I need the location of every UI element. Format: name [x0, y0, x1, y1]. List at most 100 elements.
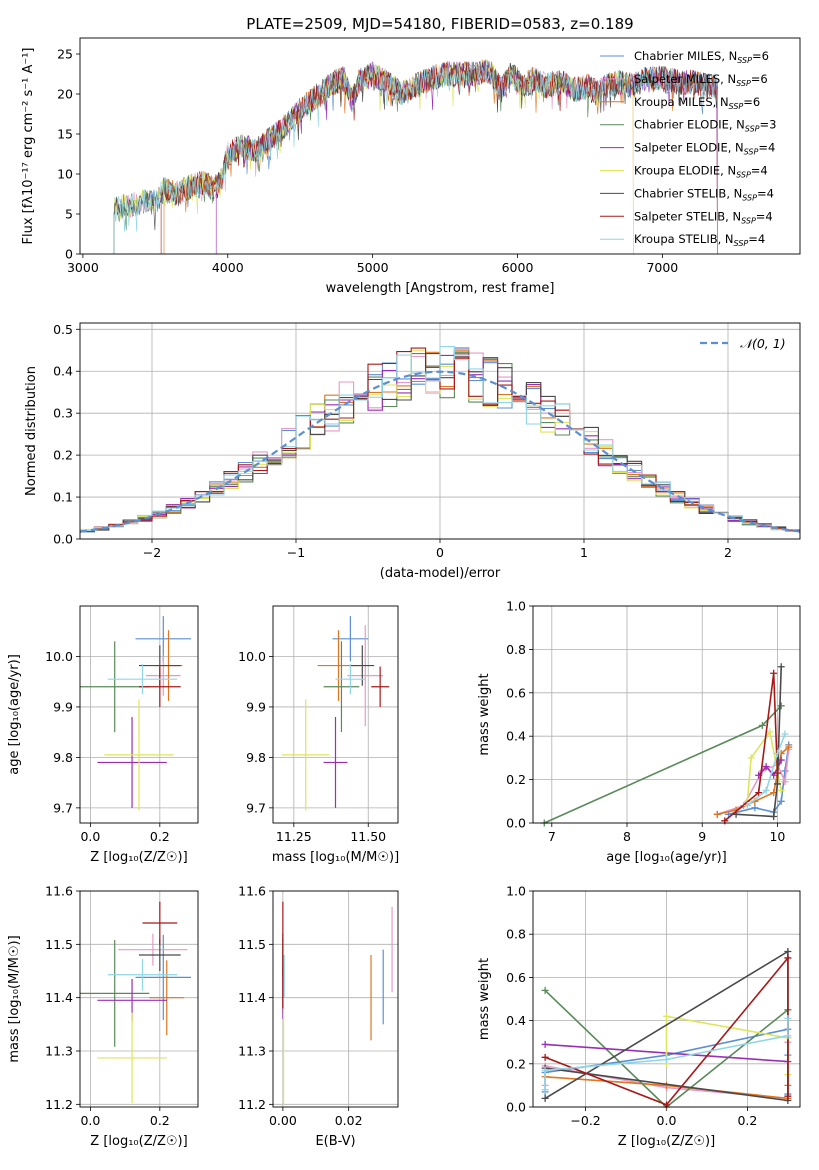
plus-marker — [773, 750, 781, 758]
weight_vs_age-ylabel: mass weight — [477, 673, 492, 755]
y-tick-label: 25 — [57, 47, 73, 62]
legend-label: Chabrier ELODIE, NSSP=3 — [634, 118, 776, 134]
x-tick-label: 0.0 — [657, 1113, 677, 1128]
errorbar-point — [323, 641, 360, 733]
y-tick-label: 9.7 — [246, 800, 266, 815]
plus-marker — [747, 754, 755, 762]
plus-marker — [784, 1014, 792, 1022]
weight-line — [728, 744, 790, 816]
weight_vs_Z-series — [541, 947, 792, 1111]
errorbar-point — [142, 901, 178, 945]
errorbar-point — [139, 666, 181, 707]
y-tick-label: 11.3 — [45, 1044, 73, 1059]
plus-marker — [743, 802, 751, 810]
residual-hist-group — [80, 346, 800, 534]
plus-marker — [777, 702, 785, 710]
plus-marker — [713, 810, 721, 818]
mass_vs_EBV-points — [282, 901, 393, 1105]
y-tick-label: 11.5 — [45, 937, 73, 952]
weight_vs_Z-axes: −0.2 0.0 0.2 0.0 0.2 0.4 0.6 0.8 1.0 — [506, 884, 800, 1128]
weight-line — [746, 733, 786, 807]
y-tick-label: 0.4 — [506, 1013, 526, 1028]
mass_vs_EBV-xlabel: E(B-V) — [315, 1134, 355, 1149]
mass_vs_Z-ylabel: mass [log₁₀(M/M☉)] — [7, 935, 22, 1062]
spectrum-xlabel: wavelength [Angstrom, rest frame] — [326, 281, 555, 296]
x-tick-label: 7000 — [646, 260, 678, 275]
x-tick-label: 5000 — [357, 260, 389, 275]
x-tick-label: 8 — [623, 829, 631, 844]
age_vs_Z-axes: 0.0 0.2 9.7 9.8 9.9 10.0 — [45, 606, 198, 844]
errorbar-point — [80, 641, 150, 733]
y-tick-label: 0.1 — [53, 490, 73, 505]
plus-marker — [784, 1032, 792, 1040]
plus-marker — [751, 804, 759, 812]
x-tick-label: 0.2 — [150, 1113, 170, 1128]
age_vs_mass-frame — [272, 605, 399, 824]
residuals-axes: −2 −1 0 1 2 0.0 0.1 0.2 0.3 0.4 0.5 — [53, 322, 800, 560]
plus-marker — [770, 812, 778, 820]
plus-marker — [663, 1055, 670, 1063]
y-tick-label: 11.5 — [238, 937, 266, 952]
y-tick-label: 9.7 — [53, 800, 73, 815]
legend-label: Salpeter MILES, NSSP=6 — [634, 72, 768, 88]
y-tick-label: 10.0 — [238, 649, 266, 664]
legend-label: Kroupa MILES, NSSP=6 — [634, 95, 760, 111]
plus-marker — [758, 721, 766, 729]
weight-line — [724, 673, 779, 822]
y-tick-label: 11.6 — [238, 884, 266, 899]
errorbar-point — [145, 655, 181, 696]
y-tick-label: 0.2 — [506, 772, 526, 787]
mass_vs_Z-xlabel: Z [log₁₀(Z/Z☉)] — [90, 1134, 187, 1149]
y-tick-label: 0.4 — [506, 729, 526, 744]
y-tick-label: 1.0 — [506, 884, 526, 899]
plus-marker — [541, 1066, 549, 1074]
plus-marker — [762, 786, 770, 794]
weight-line — [736, 666, 782, 818]
errorbar-point — [135, 616, 192, 662]
y-tick-label: 0.2 — [506, 1056, 526, 1071]
residual-histogram — [80, 346, 800, 534]
figure-title: PLATE=2509, MJD=54180, FIBERID=0583, z=0… — [246, 15, 633, 33]
errorbar-point — [107, 664, 178, 695]
y-tick-label: 9.8 — [53, 750, 73, 765]
plus-marker — [785, 743, 793, 751]
x-tick-label: 6000 — [502, 260, 534, 275]
x-tick-label: 0 — [436, 545, 444, 560]
weight_vs_age-frame — [532, 605, 801, 824]
residuals-frame — [79, 322, 801, 540]
errorbar-point — [281, 699, 330, 811]
x-tick-label: −2 — [143, 545, 161, 560]
errorbar-point — [135, 934, 192, 1021]
y-tick-label: 20 — [57, 87, 73, 102]
x-tick-label: 0.02 — [335, 1113, 363, 1128]
errorbar-point — [323, 717, 348, 808]
errorbar-point — [371, 666, 390, 707]
plus-marker — [777, 786, 785, 794]
mass_vs_Z-frame — [79, 890, 199, 1108]
residuals-ylabel: Normed distribution — [24, 366, 39, 496]
plus-marker — [663, 1012, 670, 1020]
y-tick-label: 15 — [57, 127, 73, 142]
legend-label-normal: 𝒩(0, 1) — [740, 336, 786, 351]
residuals-xlabel: (data-model)/error — [380, 566, 501, 581]
normal-reference-curve — [80, 370, 800, 533]
spectrum-frame — [79, 37, 801, 255]
errorbar-point — [104, 699, 174, 811]
y-tick-label: 0.0 — [53, 532, 73, 547]
errorbar-point — [118, 933, 188, 966]
x-tick-label: 3000 — [67, 260, 99, 275]
plus-marker — [781, 767, 789, 775]
plus-marker — [762, 763, 770, 771]
x-tick-label: 11.50 — [350, 829, 386, 844]
errorbar-point — [149, 960, 185, 1035]
plus-marker — [784, 954, 792, 962]
legend-label: Kroupa ELODIE, NSSP=4 — [634, 164, 768, 180]
spectrum-series-group — [113, 59, 718, 254]
x-tick-label: 0.0 — [80, 829, 100, 844]
y-tick-label: 10 — [57, 167, 73, 182]
errorbar-point — [80, 940, 150, 1047]
plus-marker — [541, 986, 549, 994]
plus-marker — [781, 730, 789, 738]
x-tick-label: 4000 — [212, 260, 244, 275]
x-tick-label: −0.2 — [570, 1113, 600, 1128]
